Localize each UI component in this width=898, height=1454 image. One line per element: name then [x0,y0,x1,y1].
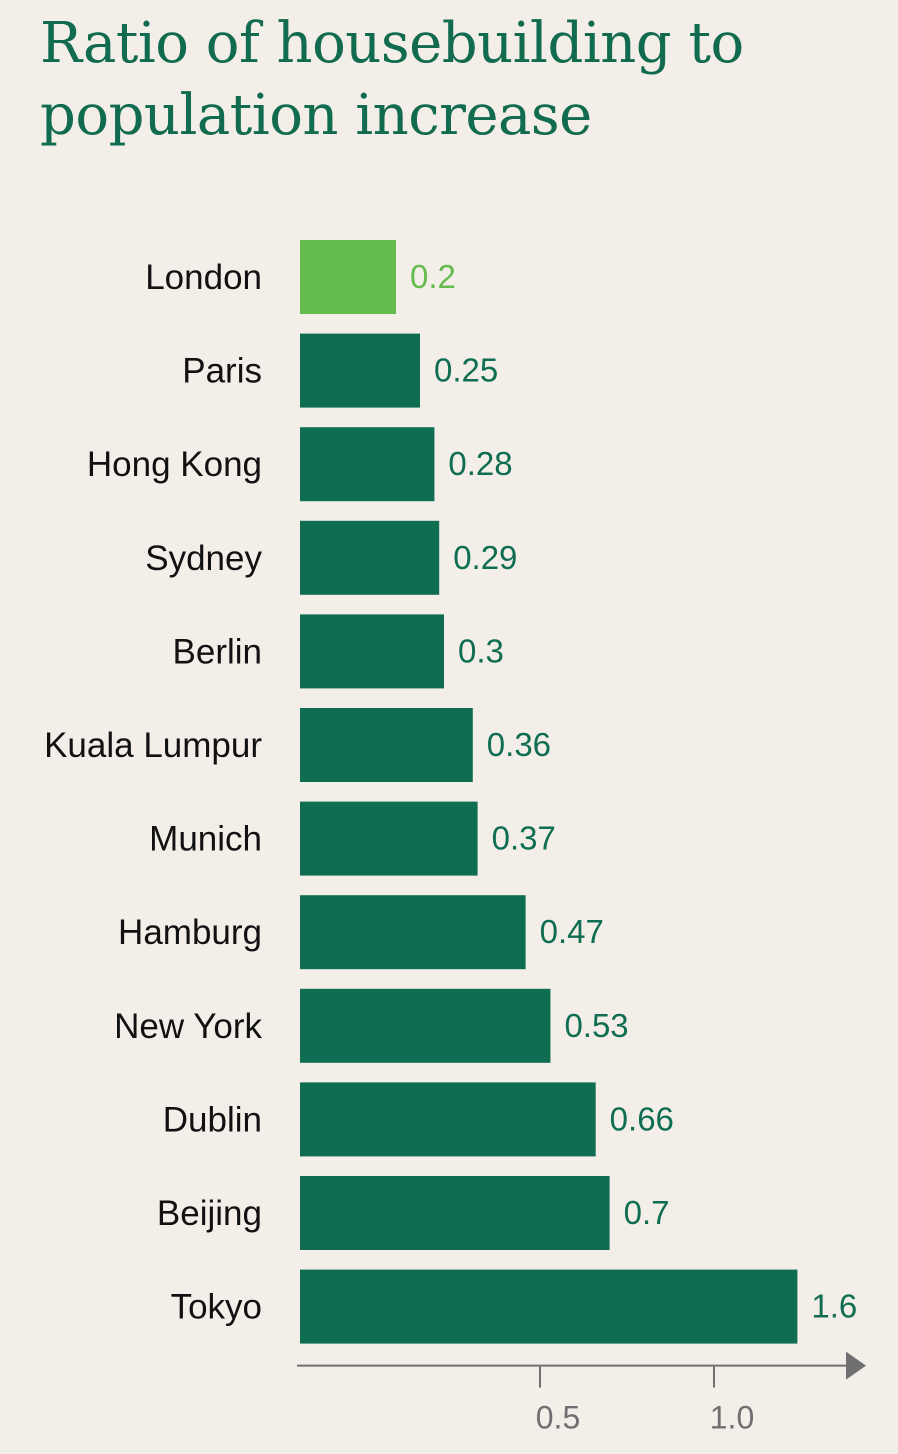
bar [300,1269,798,1344]
axis-arrow-icon [846,1351,866,1380]
bar-group: Dublin 0.66 [163,1082,674,1157]
value-label: 0.47 [540,913,604,950]
bar [300,1082,596,1157]
bar-group: Hong Kong 0.28 [87,427,513,502]
bar-group: Paris 0.25 [182,333,498,408]
value-label: 0.3 [458,632,504,669]
value-label: 0.29 [453,539,517,576]
value-label: 0.25 [434,352,498,389]
category-label: Beijing [157,1194,262,1233]
bar-group: Tokyo 1.6 [171,1269,857,1344]
value-label: 0.37 [492,820,556,857]
bar [300,988,551,1063]
value-label: 0.36 [487,726,551,763]
bar [300,520,440,595]
bar-group: Beijing 0.7 [157,1176,670,1250]
category-label: Tokyo [171,1288,262,1327]
category-label: London [145,258,262,297]
category-label: Sydney [145,539,262,578]
category-label: New York [114,1007,262,1046]
bar [300,333,420,408]
bars-layer: London 0.2 Paris 0.25 Hong Kong 0.28 Sydney 0.2… [44,240,857,1344]
value-label: 0.28 [448,445,512,482]
category-label: Dublin [163,1100,262,1139]
bar-group: Kuala Lumpur 0.36 [44,708,551,782]
chart-title: Ratio of housebuilding to population inc… [40,11,744,148]
bar-group: Hamburg 0.47 [118,895,604,970]
value-label: 0.2 [410,258,456,295]
bar-highlight [300,240,396,314]
bar-group: New York 0.53 [114,988,629,1063]
value-label: 0.53 [564,1007,628,1044]
category-label: Paris [182,352,262,391]
value-label: 1.6 [811,1288,857,1325]
bar-group: Sydney 0.29 [145,520,517,595]
bar [300,427,435,502]
value-label: 0.66 [610,1100,674,1137]
category-label: Hamburg [118,913,262,952]
bar [300,801,478,876]
bar-group: London 0.2 [145,240,456,314]
bar [300,614,444,689]
value-label: 0.7 [624,1194,670,1231]
x-tick-label: 0.5 [536,1400,580,1436]
category-label: Hong Kong [87,445,262,484]
category-label: Munich [149,820,262,859]
bar [300,708,473,782]
bar-group: Berlin 0.3 [173,614,504,689]
category-label: Berlin [173,632,262,671]
bar [300,895,526,970]
x-tick-label: 1.0 [710,1400,754,1436]
x-axis: 0.5 1.0 [297,1351,866,1436]
bar-group: Munich 0.37 [149,801,556,876]
category-label: Kuala Lumpur [44,726,262,765]
bar [300,1176,610,1250]
